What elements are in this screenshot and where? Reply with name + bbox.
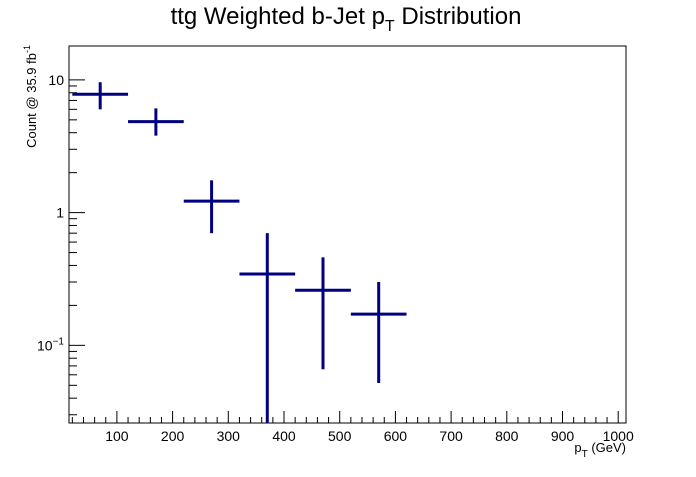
x-axis: 100 200 300 400 500 600 700 800 900 1000: [71, 411, 634, 444]
plot-frame: [68, 45, 627, 424]
x-tick-label: 600: [384, 428, 408, 444]
data-point: [239, 233, 296, 423]
data-point: [72, 82, 129, 110]
x-tick-label: 100: [105, 428, 129, 444]
data-point: [183, 180, 240, 234]
x-tick-label: 900: [551, 428, 575, 444]
y-tick-label: 10: [48, 72, 64, 88]
x-tick-label: 700: [439, 428, 463, 444]
x-tick-label: 800: [495, 428, 519, 444]
x-tick-label: 200: [161, 428, 185, 444]
x-axis-label: pT (GeV): [574, 440, 626, 460]
x-tick-label: 500: [328, 428, 352, 444]
chart-title: ttg Weighted b-Jet pT Distribution: [171, 3, 522, 35]
x-tick-label: 1000: [603, 428, 634, 444]
x-tick-label: 400: [272, 428, 296, 444]
data-point: [128, 108, 184, 136]
data-series: [72, 82, 407, 423]
y-tick-label: 1: [56, 205, 64, 221]
data-point: [350, 282, 407, 384]
y-axis-label: Count @ 35.9 fb-1: [22, 45, 39, 148]
y-axis: 10−1 1 10: [37, 72, 85, 416]
y-tick-label: 10−1: [37, 336, 64, 353]
data-point: [295, 257, 351, 370]
x-tick-label: 300: [217, 428, 241, 444]
